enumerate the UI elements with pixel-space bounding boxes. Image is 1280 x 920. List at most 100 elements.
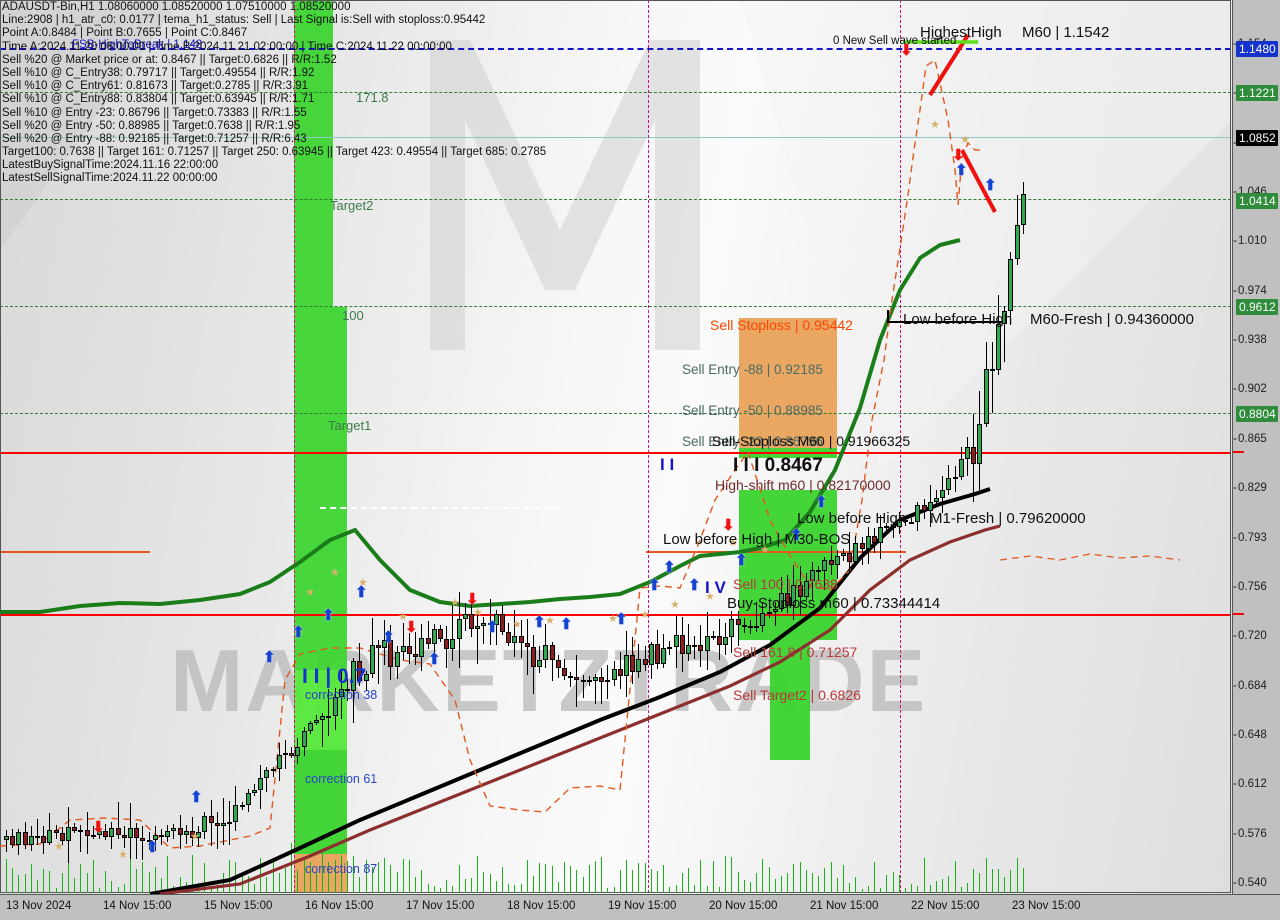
- annotation-sell-entry-88: Sell Entry -88 | 0.92185: [682, 362, 823, 377]
- annotation-sell-entry-50: Sell Entry -50 | 0.88985: [682, 403, 823, 418]
- chart-plot-area[interactable]: MARKETZTRADE: [0, 0, 1232, 894]
- price-tick: -0.648: [1233, 728, 1267, 741]
- fractal-star-icon: ★: [670, 599, 680, 611]
- price-badge-last: 1.0852: [1236, 130, 1278, 146]
- price-badge-bid: 1.1480: [1236, 41, 1278, 57]
- annotation-low-before-high-m30bos: Low before High | M30-BOS: [663, 531, 851, 548]
- time-tick: 15 Nov 15:00: [204, 900, 273, 912]
- price-tick: -0.612: [1233, 778, 1267, 791]
- price-badge-level: 0.8804: [1236, 406, 1278, 422]
- buy-arrow-icon: ⬆: [382, 629, 395, 646]
- annotation-wave-a: I I: [660, 455, 675, 474]
- sell-arrow-icon: ⬇: [952, 147, 965, 164]
- buy-arrow-icon: ⬆: [560, 616, 573, 633]
- fractal-star-icon: ★: [305, 587, 315, 599]
- volume-bar: [1016, 857, 1018, 893]
- annotation-highest-high-value: M60 | 1.1542: [1022, 24, 1110, 41]
- price-badge-level: 0.9612: [1236, 299, 1278, 315]
- buy-arrow-icon: ⬆: [533, 614, 546, 631]
- time-tick: 18 Nov 15:00: [507, 900, 576, 912]
- header-line-13: LatestSellSignalTime:2024.11.22 00:00:00: [2, 172, 218, 185]
- header-line-5: Sell %10 @ C_Entry38: 0.79717 || Target:…: [2, 66, 315, 79]
- annotation-highest-high: HighestHigh: [920, 24, 1002, 41]
- time-tick: 21 Nov 15:00: [810, 900, 879, 912]
- annotation-correction-38: correction 38: [305, 688, 378, 702]
- volume-bar: [18, 875, 20, 893]
- annotation-sell-161-8: Sell 161.8 | 0.71257: [733, 644, 858, 660]
- price-tick: -0.720: [1233, 630, 1267, 643]
- fractal-star-icon: ★: [960, 134, 970, 146]
- time-tick: 17 Nov 15:00: [406, 900, 475, 912]
- fractal-star-icon: ★: [330, 567, 340, 579]
- buy-arrow-icon: ⬆: [292, 624, 305, 641]
- annotation-high-shift-m60: High-shift m60 | 0.82170000: [715, 477, 891, 493]
- volume-bar: [86, 873, 88, 893]
- scale-mark-resistance: [1233, 451, 1244, 453]
- volume-bar: [142, 861, 144, 893]
- volume-bar: [111, 881, 113, 893]
- annotation-sell-target2: Sell Target2 | 0.6826: [733, 687, 861, 703]
- time-axis[interactable]: 13 Nov 2024 14 Nov 15:00 15 Nov 15:00 16 No…: [0, 894, 1280, 920]
- buy-arrow-icon: ⬆: [486, 619, 499, 636]
- buy-arrow-icon: ⬆: [428, 651, 441, 668]
- volume-bar: [117, 886, 119, 893]
- annotation-low-before-high-m1-value: M1-Fresh | 0.79620000: [930, 510, 1086, 527]
- buy-arrow-icon: ⬆: [984, 177, 997, 194]
- volume-bar: [99, 888, 100, 893]
- volume-bar: [68, 859, 69, 893]
- annotation-wave-left: I I | 0.7: [302, 665, 367, 688]
- annotation-sell-stoploss: Sell Stoploss | 0.95442: [710, 317, 853, 333]
- price-tick: -0.576: [1233, 827, 1267, 840]
- fractal-star-icon: ★: [450, 597, 460, 609]
- volume-bar: [80, 864, 82, 893]
- sell-arrow-icon: ⬇: [92, 819, 105, 836]
- price-tick: -0.793: [1233, 531, 1267, 544]
- header-line-6: Sell %10 @ C_Entry61: 0.81673 || Target:…: [2, 80, 308, 93]
- time-tick: 16 Nov 15:00: [305, 900, 374, 912]
- annotation-buy-stoploss-m60: Buy-Stoploss m60 | 0.73344414: [727, 595, 941, 612]
- level-1122: [0, 92, 1231, 93]
- buy-arrow-icon: ⬆: [735, 552, 748, 569]
- chart-info-header: ADAUSDT-Bin,H1 1.08060000 1.08520000 1.0…: [2, 1, 546, 186]
- sell-arrow-icon: ⬇: [466, 591, 479, 608]
- annotation-low-before-high-m60-value: M60-Fresh | 0.94360000: [1030, 311, 1194, 328]
- level-last-price: [0, 137, 1231, 138]
- volume-bar: [12, 868, 14, 893]
- price-tick: -0.756: [1233, 580, 1267, 593]
- price-axis[interactable]: -1.154-1.122-1.085-1.046-1.010-0.974-0.9…: [1232, 0, 1280, 894]
- annotation-sell-stoploss-m60: Sell-Stoploss M60 | 0.91966325: [712, 433, 911, 449]
- header-line-7: Sell %10 @ C_Entry88: 0.83804 || Target:…: [2, 93, 315, 106]
- fractal-star-icon: ★: [640, 609, 650, 621]
- volume-bar: [136, 868, 138, 893]
- annotation-level-1718: 171.8: [356, 90, 389, 105]
- annotation-low-before-high-m1: Low before High: [797, 510, 907, 527]
- annotation-wave-b: I V: [705, 578, 726, 597]
- price-tick: -0.902: [1233, 383, 1267, 396]
- time-tick: 20 Nov 15:00: [709, 900, 778, 912]
- price-tick: -1.010: [1233, 235, 1267, 248]
- buy-arrow-icon: ⬆: [146, 839, 159, 856]
- volume-bar: [6, 858, 7, 893]
- volume-bar: [55, 887, 57, 893]
- volume-bar: [49, 870, 51, 893]
- buy-arrow-icon: ⬆: [815, 494, 828, 511]
- fractal-star-icon: ★: [608, 613, 618, 625]
- buy-arrow-icon: ⬆: [190, 789, 203, 806]
- price-badge-level: 1.0414: [1236, 193, 1278, 209]
- buy-arrow-icon: ⬆: [663, 559, 676, 576]
- level-1041: [0, 199, 1231, 200]
- annotation-correction-61: correction 61: [305, 772, 378, 786]
- level-fsb-high-to-break: [0, 48, 1231, 50]
- header-line-4: Sell %20 @ Market price or at: 0.8467 ||…: [2, 53, 337, 66]
- annotation-target2: Target2: [330, 198, 374, 213]
- price-tick: -0.540: [1233, 877, 1267, 889]
- fractal-star-icon: ★: [473, 607, 483, 619]
- price-tick: -0.829: [1233, 482, 1267, 495]
- buy-arrow-icon: ⬆: [688, 577, 701, 594]
- volume-bar: [24, 874, 26, 893]
- fractal-star-icon: ★: [545, 615, 555, 627]
- volume-bar: [123, 883, 125, 893]
- fractal-star-icon: ★: [54, 841, 64, 853]
- volume-bar: [43, 869, 45, 893]
